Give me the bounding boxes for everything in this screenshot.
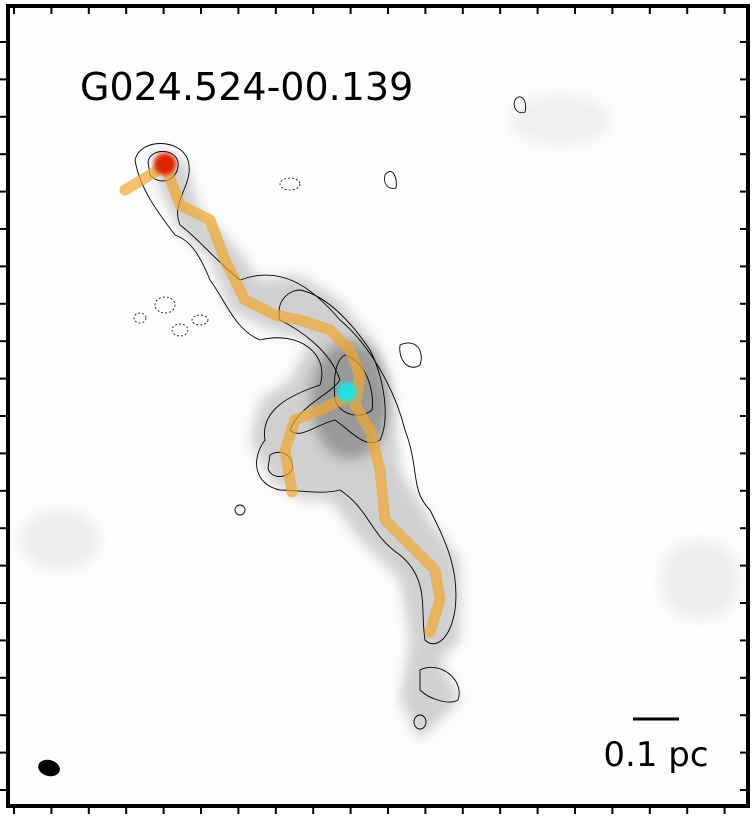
beam: [38, 759, 60, 777]
filament-branch: [279, 389, 358, 498]
frame: [6, 4, 750, 808]
scale-bar-label: 0.1 pc: [603, 735, 708, 775]
filament-spine: [119, 159, 446, 638]
contours: [133, 96, 527, 730]
red-source: [154, 153, 176, 175]
cyan-source: [337, 382, 357, 402]
source-name: G024.524-00.139: [80, 65, 413, 109]
